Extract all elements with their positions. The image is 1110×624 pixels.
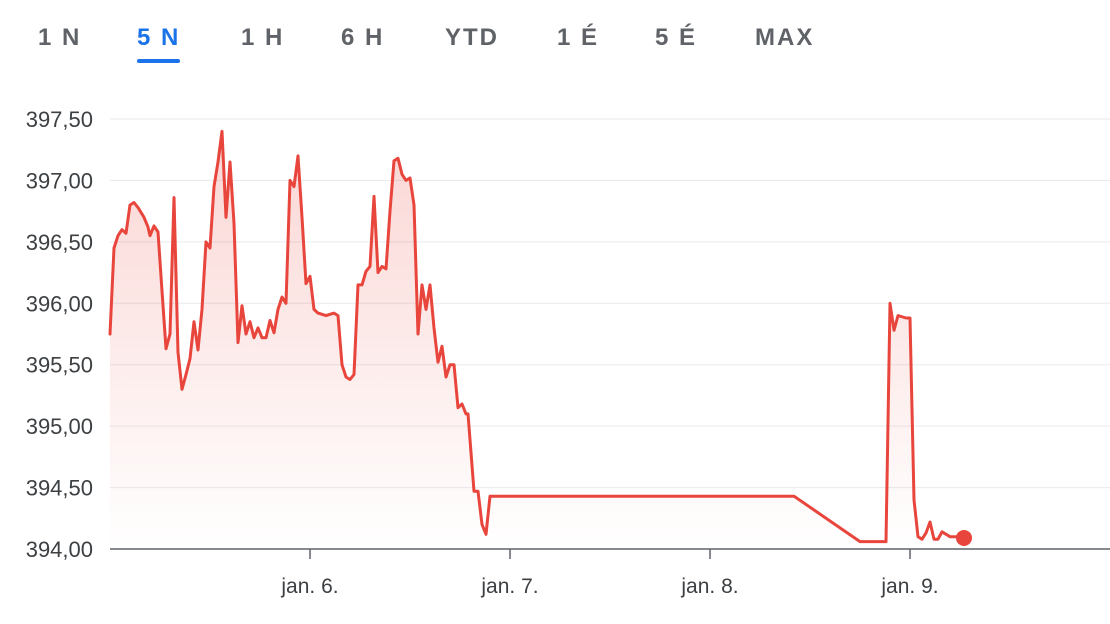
tab-label: 1 É [557, 24, 600, 51]
y-tick-label: 395,50 [26, 353, 93, 378]
y-tick-label: 395,00 [26, 414, 93, 439]
y-tick-label: 397,50 [26, 107, 93, 132]
x-tick-label: jan. 7. [480, 575, 538, 598]
y-axis-labels: 397,50 397,00 396,50 396,00 395,50 395,00 394,… [26, 107, 93, 562]
price-line [108, 129, 966, 544]
tab-1-year[interactable]: 1 É [557, 24, 599, 64]
x-tick-label: jan. 8. [680, 575, 738, 598]
tab-5-day[interactable]: 5 N [137, 24, 181, 64]
tab-label: MAX [755, 24, 815, 51]
tab-max[interactable]: MAX [755, 24, 814, 64]
tab-active-underline [137, 59, 181, 63]
tab-label: 1 H [241, 24, 285, 51]
tab-5-year[interactable]: 5 É [655, 24, 697, 64]
price-area-fill [110, 131, 964, 550]
tab-1-month[interactable]: 1 H [241, 24, 284, 64]
y-tick-label: 394,50 [26, 476, 93, 501]
x-axis-ticks: jan. 6. jan. 7. jan. 8. jan. 9. [280, 549, 939, 598]
y-tick-label: 396,00 [26, 291, 93, 316]
tab-6-month[interactable]: 6 H [341, 24, 384, 64]
tab-label: 5 É [655, 24, 698, 51]
y-tick-label: 397,00 [26, 168, 93, 193]
y-tick-label: 394,00 [26, 537, 93, 562]
tab-ytd[interactable]: YTD [445, 24, 499, 64]
tab-label: 6 H [341, 24, 385, 51]
tab-1-day[interactable]: 1 N [38, 24, 81, 64]
last-price-marker[interactable] [956, 529, 972, 546]
time-range-tabs: 1 N 5 N 1 H 6 H YTD 1 É 5 É MAX [0, 0, 1110, 70]
tab-label: YTD [445, 24, 499, 51]
y-tick-label: 396,50 [26, 230, 93, 255]
tab-label: 5 N [137, 24, 181, 51]
x-tick-label: jan. 6. [280, 575, 338, 598]
x-tick-label: jan. 9. [880, 575, 938, 598]
tab-label: 1 N [38, 24, 82, 51]
